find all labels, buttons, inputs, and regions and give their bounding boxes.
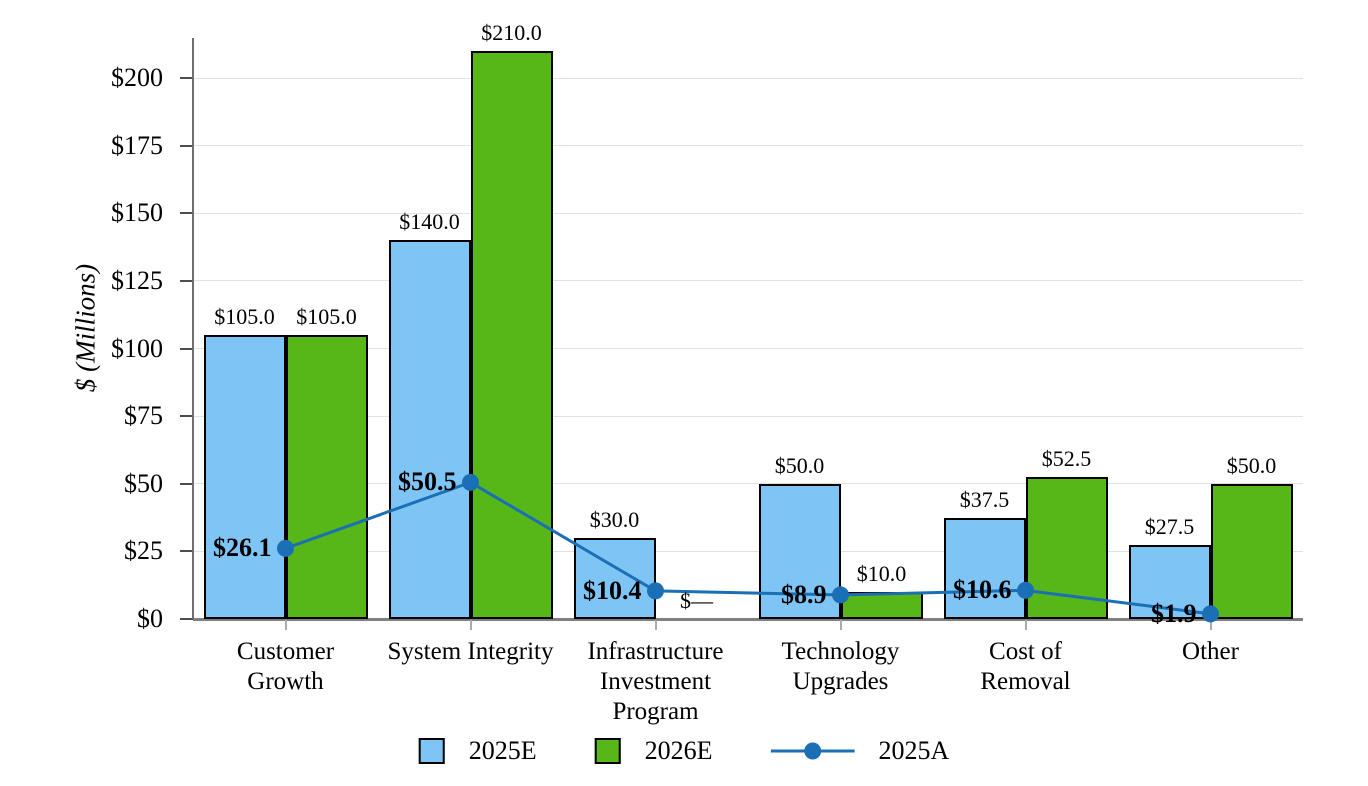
bar-2025E-3 [758,483,841,619]
bar-2026E-1 [470,50,553,619]
gridline-200 [193,77,1303,79]
category-label-line: Growth [247,668,324,695]
legend-label-2025A: 2025A [878,736,950,765]
bar-label-2026E-5: $50.0 [1226,452,1277,478]
bar-2026E-5 [1210,483,1293,619]
gridline-75 [193,415,1303,417]
legend: 2025E 2026E 2025A [418,736,950,766]
legend-item-2026E: 2026E [594,736,713,766]
x-tick-2 [654,620,657,630]
category-label-line: Customer [236,638,335,665]
y-tick-label-200: $200 [111,63,163,92]
y-tick-label-125: $125 [111,265,163,295]
legend-label-2026E: 2026E [644,736,713,765]
y-tick-175 [180,144,193,147]
bar-2026E-3 [840,591,923,619]
y-tick-150 [180,212,193,215]
line-label-2025A-2: $10.4 [583,575,642,605]
y-tick-label-175: $175 [111,130,163,160]
y-tick-0 [180,618,193,620]
line-label-2025A-3: $8.9 [781,579,827,609]
bar-label-2025E-1: $140.0 [399,209,460,235]
category-label-0: Customer Growth [186,637,386,697]
bar-2026E-0 [285,334,368,619]
y-tick-label-25: $25 [124,536,163,566]
x-axis-line [193,617,1303,621]
x-tick-1 [469,620,472,630]
bar-label-2026E-3: $10.0 [856,560,907,586]
gridline-125 [193,280,1303,282]
bar-label-2025E-0: $105.0 [214,303,275,329]
category-label-line: Other [1182,638,1239,665]
category-label-5: Other [1111,637,1311,667]
legend-swatch-2025E [418,738,445,764]
x-tick-0 [284,620,287,630]
category-label-line: Investment [599,668,712,695]
marker-2025A-4 [1017,581,1034,599]
line-label-2025A-5: $1.9 [1151,598,1197,628]
y-tick-label-50: $50 [124,468,163,498]
legend-item-2025A: 2025A [770,736,950,766]
legend-label-2025E: 2025E [468,736,537,765]
y-tick-25 [180,550,193,553]
category-label-4: Cost of Removal [926,637,1126,697]
y-tick-label-150: $150 [111,198,163,228]
gridline-175 [193,145,1303,147]
line-2025A [284,480,1211,616]
category-label-line: Upgrades [792,668,889,695]
marker-2025A-5 [1202,605,1219,623]
bar-label-2026E-0: $105.0 [296,303,357,329]
legend-marker-icon [804,742,821,760]
category-label-line: System Integrity [387,638,554,665]
legend-line-sample-2025A [770,742,855,760]
category-label-line: Program [612,698,699,725]
x-tick-4 [1024,620,1027,630]
bar-label-2026E-4: $52.5 [1041,445,1092,471]
y-axis-line [192,38,194,619]
y-tick-label-0: $0 [137,604,163,633]
line-label-2025A-1: $50.5 [398,467,457,497]
bar-label-2025E-3: $50.0 [774,452,825,478]
bar-label-2026E-1: $210.0 [481,19,542,45]
line-label-2025A-0: $26.1 [213,533,272,563]
category-label-line: Technology [781,638,900,665]
y-tick-125 [180,279,193,282]
y-tick-label-100: $100 [111,333,163,363]
gridline-100 [193,348,1303,349]
legend-item-2025E: 2025E [418,736,537,766]
bar-2025E-4 [943,517,1026,619]
category-label-3: Technology Upgrades [741,637,941,697]
marker-2025A-3 [832,586,849,604]
x-tick-5 [1209,620,1212,630]
category-label-1: System Integrity [371,637,571,667]
gridline-50 [193,483,1303,485]
bar-label-2025E-4: $37.5 [959,486,1010,512]
category-label-line: Cost of [989,638,1062,665]
category-label-line: Removal [980,668,1071,695]
bar-2025E-1 [388,240,471,619]
bar-label-2025E-5: $27.5 [1144,513,1195,539]
y-tick-75 [180,415,193,418]
category-label-2: Infrastructure Investment Program [556,637,756,727]
y-tick-100 [180,347,193,350]
bar-2025E-0 [203,334,286,619]
marker-2025A-1 [462,473,479,491]
gridline-25 [193,550,1303,552]
marker-2025A-2 [647,582,664,600]
bar-label-2025E-2: $30.0 [589,506,640,532]
bar-label-2026E-2: $— [680,588,713,613]
line-label-2025A-4: $10.6 [953,575,1012,605]
gridline-150 [193,212,1303,214]
marker-2025A-0 [277,539,294,557]
category-label-line: Infrastructure [587,638,724,665]
legend-swatch-2026E [594,738,621,764]
x-tick-3 [839,620,842,630]
y-tick-label-75: $75 [124,401,163,431]
y-tick-200 [180,77,193,79]
y-tick-50 [180,482,193,485]
